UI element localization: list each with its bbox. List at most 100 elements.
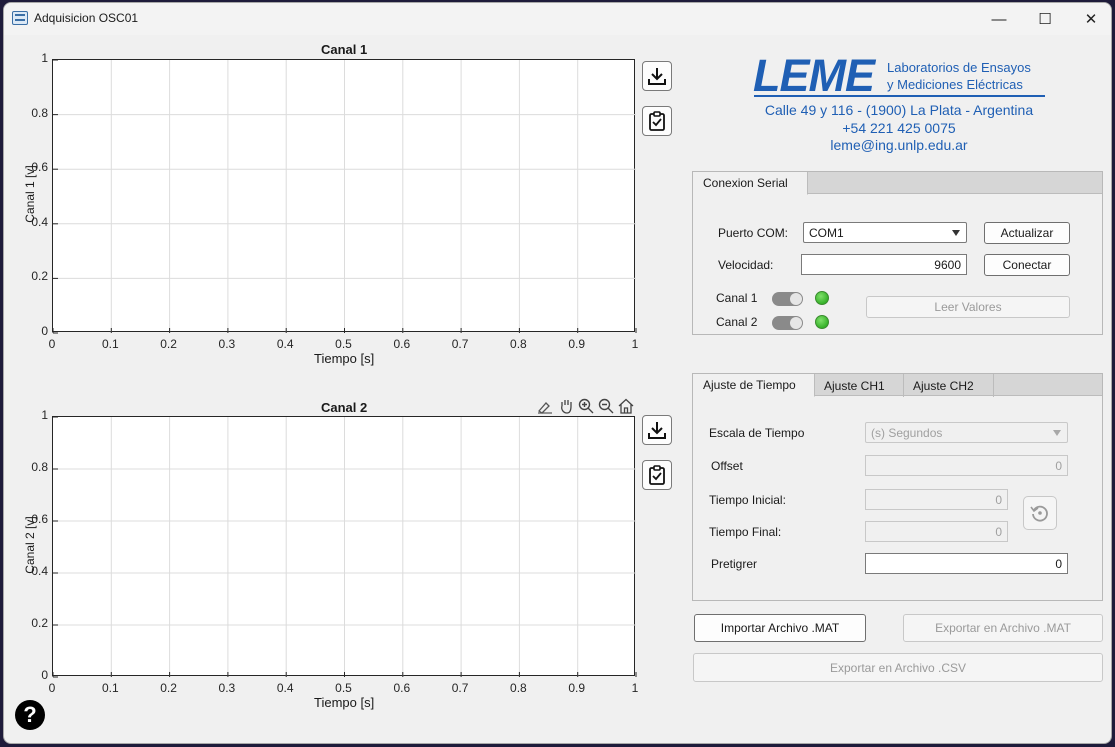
tab-serial-connection[interactable]: Conexion Serial bbox=[693, 172, 808, 195]
plot1-axes[interactable] bbox=[52, 59, 637, 334]
x-tick-label: 0.5 bbox=[335, 681, 352, 695]
app-window: Adquisicion OSC01 — ☐ ✕ Canal 1 0 0.1 0.2 0… bbox=[3, 2, 1112, 744]
x-tick-label: 0.3 bbox=[218, 337, 236, 351]
clipboard-check-icon bbox=[649, 111, 665, 131]
pretrigger-field[interactable]: 0 bbox=[865, 553, 1068, 574]
close-button[interactable]: ✕ bbox=[1068, 3, 1111, 35]
download-icon bbox=[648, 422, 666, 439]
y-tick-label: 0.4 bbox=[31, 214, 48, 229]
plot1-xlabel: Tiempo [s] bbox=[314, 351, 375, 366]
x-tick-label: 0 bbox=[48, 337, 56, 351]
pan-hand-icon[interactable] bbox=[557, 397, 575, 415]
x-tick-label: 0.7 bbox=[451, 681, 469, 695]
title-bar: Adquisicion OSC01 — ☐ ✕ bbox=[4, 3, 1111, 35]
switch-knob bbox=[790, 317, 802, 329]
y-tick-label: 1 bbox=[41, 51, 48, 65]
logo-email: leme@ing.unlp.edu.ar bbox=[830, 137, 968, 153]
plot2-title: Canal 2 bbox=[321, 400, 368, 415]
x-tick-label: 0.1 bbox=[101, 337, 119, 351]
end-time-field[interactable]: 0 bbox=[865, 521, 1008, 542]
logo-underline bbox=[754, 95, 1045, 97]
port-dropdown[interactable]: COM1 bbox=[803, 222, 967, 243]
logo-address: Calle 49 y 116 - (1900) La Plata - Argen… bbox=[764, 102, 1034, 118]
plot2-grid bbox=[52, 416, 637, 678]
y-tick-label: 0.8 bbox=[31, 105, 48, 120]
x-tick-label: 0.1 bbox=[101, 681, 119, 695]
x-tick-label: 0.2 bbox=[160, 681, 177, 695]
x-tick-label: 0.3 bbox=[218, 681, 236, 695]
y-tick-label: 0.2 bbox=[31, 616, 48, 630]
chevron-down-icon bbox=[1053, 430, 1061, 436]
channel2-lamp bbox=[815, 315, 829, 329]
plot2-axes[interactable] bbox=[52, 416, 637, 678]
end-time-label: Tiempo Final: bbox=[709, 525, 782, 539]
channel1-label: Canal 1 bbox=[716, 291, 758, 305]
x-tick-label: 1 bbox=[631, 681, 639, 695]
x-tick-label: 0.6 bbox=[393, 337, 411, 351]
maximize-button[interactable]: ☐ bbox=[1022, 3, 1068, 35]
home-icon[interactable] bbox=[617, 397, 635, 415]
x-tick-label: 0.8 bbox=[510, 681, 527, 695]
minimize-button[interactable]: — bbox=[976, 3, 1022, 35]
x-tick-label: 0.4 bbox=[276, 681, 294, 695]
tab-ch1-settings[interactable]: Ajuste CH1 bbox=[815, 374, 904, 397]
logo-phone: +54 221 425 0075 bbox=[842, 120, 956, 136]
y-tick-label: 0.4 bbox=[31, 564, 48, 578]
export-mat-button[interactable]: Exportar en Archivo .MAT bbox=[903, 614, 1103, 642]
reset-icon bbox=[1030, 505, 1048, 522]
x-tick-label: 0.2 bbox=[160, 337, 177, 351]
minimize-icon: — bbox=[991, 10, 1007, 28]
speed-field[interactable]: 9600 bbox=[801, 254, 967, 275]
brush-icon[interactable] bbox=[536, 397, 554, 415]
y-tick-label: 0.6 bbox=[31, 512, 48, 526]
help-label: ? bbox=[23, 702, 37, 727]
y-tick-label: 0.2 bbox=[31, 269, 48, 284]
window-title: Adquisicion OSC01 bbox=[34, 11, 139, 25]
x-tick-label: 0.4 bbox=[276, 337, 294, 351]
port-label: Puerto COM: bbox=[718, 226, 789, 240]
import-mat-button[interactable]: Importar Archivo .MAT bbox=[694, 614, 866, 642]
x-tick-label: 0 bbox=[48, 681, 56, 695]
x-tick-label: 0.6 bbox=[393, 681, 411, 695]
plot1-title: Canal 1 bbox=[321, 42, 368, 57]
save-plot1-button[interactable] bbox=[642, 61, 672, 91]
pretrigger-label: Pretigrer bbox=[711, 557, 758, 571]
switch-knob bbox=[790, 293, 802, 305]
tab-time-settings[interactable]: Ajuste de Tiempo bbox=[693, 374, 815, 397]
x-tick-label: 1 bbox=[631, 337, 639, 351]
time-scale-dropdown[interactable]: (s) Segundos bbox=[865, 422, 1068, 443]
connect-button[interactable]: Conectar bbox=[984, 254, 1070, 276]
zoom-out-icon[interactable] bbox=[597, 397, 615, 415]
reset-time-button[interactable] bbox=[1023, 496, 1057, 530]
chevron-down-icon bbox=[952, 230, 960, 236]
channel2-switch[interactable] bbox=[772, 316, 803, 330]
y-tick-label: 1 bbox=[41, 408, 48, 422]
close-icon: ✕ bbox=[1084, 11, 1098, 28]
start-time-field[interactable]: 0 bbox=[865, 489, 1008, 510]
y-tick-label: 0.6 bbox=[31, 160, 48, 175]
refresh-button[interactable]: Actualizar bbox=[984, 222, 1070, 244]
plot1-ylabel: Canal 1 [v] bbox=[23, 165, 37, 223]
start-time-label: Tiempo Inicial: bbox=[709, 493, 786, 507]
read-values-button[interactable]: Leer Valores bbox=[866, 296, 1070, 318]
settings-tabgroup: Ajuste de Tiempo Ajuste CH1 Ajuste CH2 E… bbox=[692, 373, 1103, 601]
y-tick-label: 0 bbox=[41, 324, 48, 338]
export-csv-button[interactable]: Exportar en Archivo .CSV bbox=[693, 653, 1103, 682]
speed-label: Velocidad: bbox=[718, 258, 774, 272]
clipboard-check-icon bbox=[649, 465, 665, 485]
app-icon bbox=[12, 11, 28, 25]
time-scale-label: Escala de Tiempo bbox=[709, 426, 805, 440]
channel1-switch[interactable] bbox=[772, 292, 803, 306]
help-icon[interactable]: ? bbox=[15, 700, 45, 730]
x-tick-label: 0.9 bbox=[568, 681, 586, 695]
tab-ch2-settings[interactable]: Ajuste CH2 bbox=[904, 374, 994, 397]
channel1-lamp bbox=[815, 291, 829, 305]
zoom-in-icon[interactable] bbox=[577, 397, 595, 415]
save-plot2-button[interactable] bbox=[642, 415, 672, 445]
offset-field[interactable]: 0 bbox=[865, 455, 1068, 476]
copy-plot2-button[interactable] bbox=[642, 460, 672, 490]
logo-line2: y Mediciones Eléctricas bbox=[887, 77, 1023, 92]
copy-plot1-button[interactable] bbox=[642, 106, 672, 136]
offset-label: Offset bbox=[711, 459, 743, 473]
plot1-grid bbox=[52, 59, 637, 334]
